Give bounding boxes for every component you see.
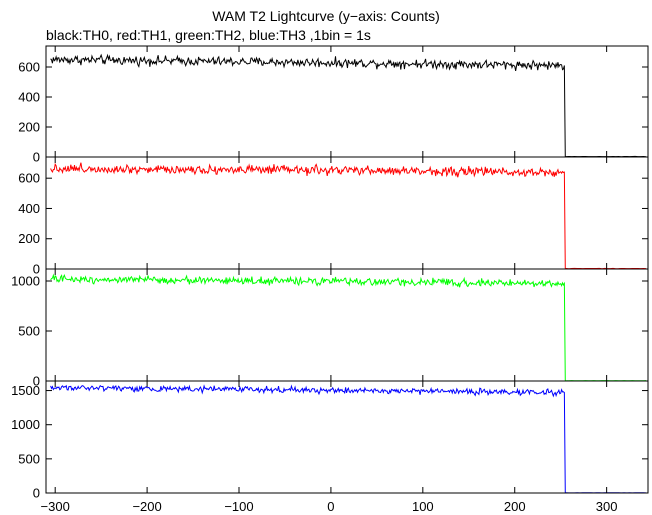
x-tick-label: 200 — [504, 499, 526, 514]
y-tick-label: 400 — [18, 201, 40, 216]
y-tick-label: 0 — [33, 486, 40, 501]
y-tick-label: 0 — [33, 150, 40, 165]
panel-frame-2 — [45, 156, 649, 270]
series-line-th0 — [50, 53, 647, 158]
y-tick-label: 400 — [18, 90, 40, 105]
y-tick-label: 600 — [18, 60, 40, 75]
panel-frame-3 — [45, 268, 649, 382]
y-tick-label: 1000 — [11, 274, 40, 289]
y-tick-label: 200 — [18, 231, 40, 246]
x-tick-label: 300 — [596, 499, 618, 514]
x-tick-label: 100 — [412, 499, 434, 514]
y-tick-label: 0 — [33, 262, 40, 277]
series-line-th1 — [50, 162, 647, 270]
y-tick-label: 0 — [33, 374, 40, 389]
x-tick-label: −100 — [224, 499, 253, 514]
y-tick-label: 500 — [18, 451, 40, 466]
y-tick-label: 500 — [18, 324, 40, 339]
series-line-th3 — [50, 384, 647, 494]
y-tick-label: 1500 — [11, 383, 40, 398]
chart-subtitle: black:TH0, red:TH1, green:TH2, blue:TH3 … — [46, 27, 371, 43]
chart-title: WAM T2 Lightcurve (y−axis: Counts) — [212, 8, 440, 24]
y-tick-label: 600 — [18, 171, 40, 186]
x-tick-label: −300 — [41, 499, 70, 514]
y-tick-label: 200 — [18, 120, 40, 135]
panel-frame-4 — [45, 380, 649, 494]
series-line-th2 — [50, 273, 647, 382]
x-tick-label: 0 — [327, 499, 334, 514]
x-tick-label: −200 — [132, 499, 161, 514]
y-tick-label: 1000 — [11, 417, 40, 432]
